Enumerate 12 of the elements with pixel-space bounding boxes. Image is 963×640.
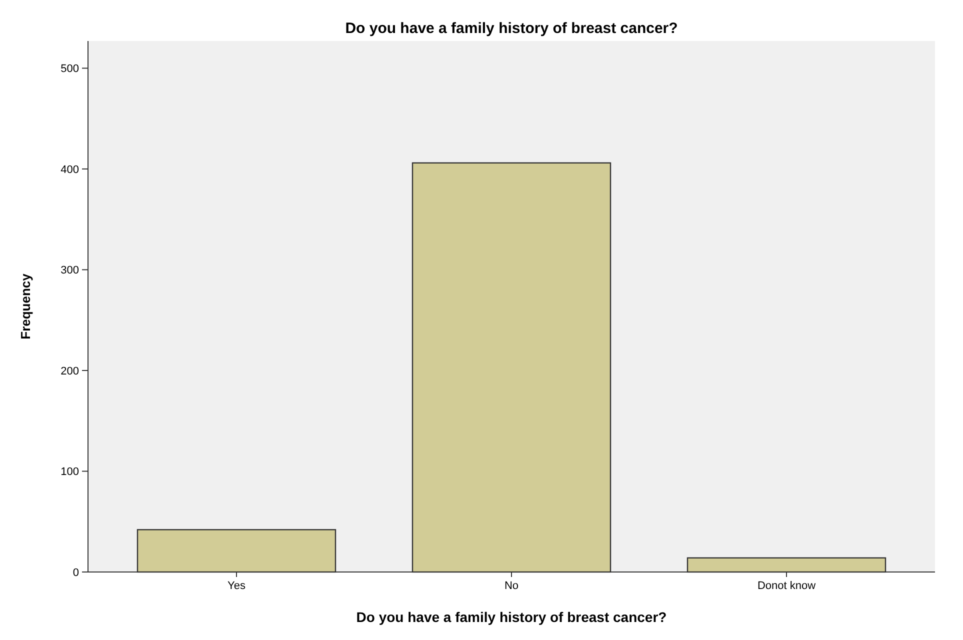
y-tick-label: 0 [72,566,79,579]
y-tick-label: 300 [60,264,79,277]
x-tick-label: No [504,580,519,592]
y-tick-label: 100 [60,466,79,478]
x-axis-title: Do you have a family history of breast cancer? [356,609,667,625]
y-tick-label: 400 [60,164,79,176]
chart-title: Do you have a family history of breast cancer? [345,20,678,37]
x-tick-label: Yes [228,580,246,592]
x-tick-label: Donot know [757,580,816,592]
y-axis-title: Frequency [18,272,33,340]
y-tick-label: 500 [60,63,79,76]
y-tick-label: 200 [60,365,79,378]
